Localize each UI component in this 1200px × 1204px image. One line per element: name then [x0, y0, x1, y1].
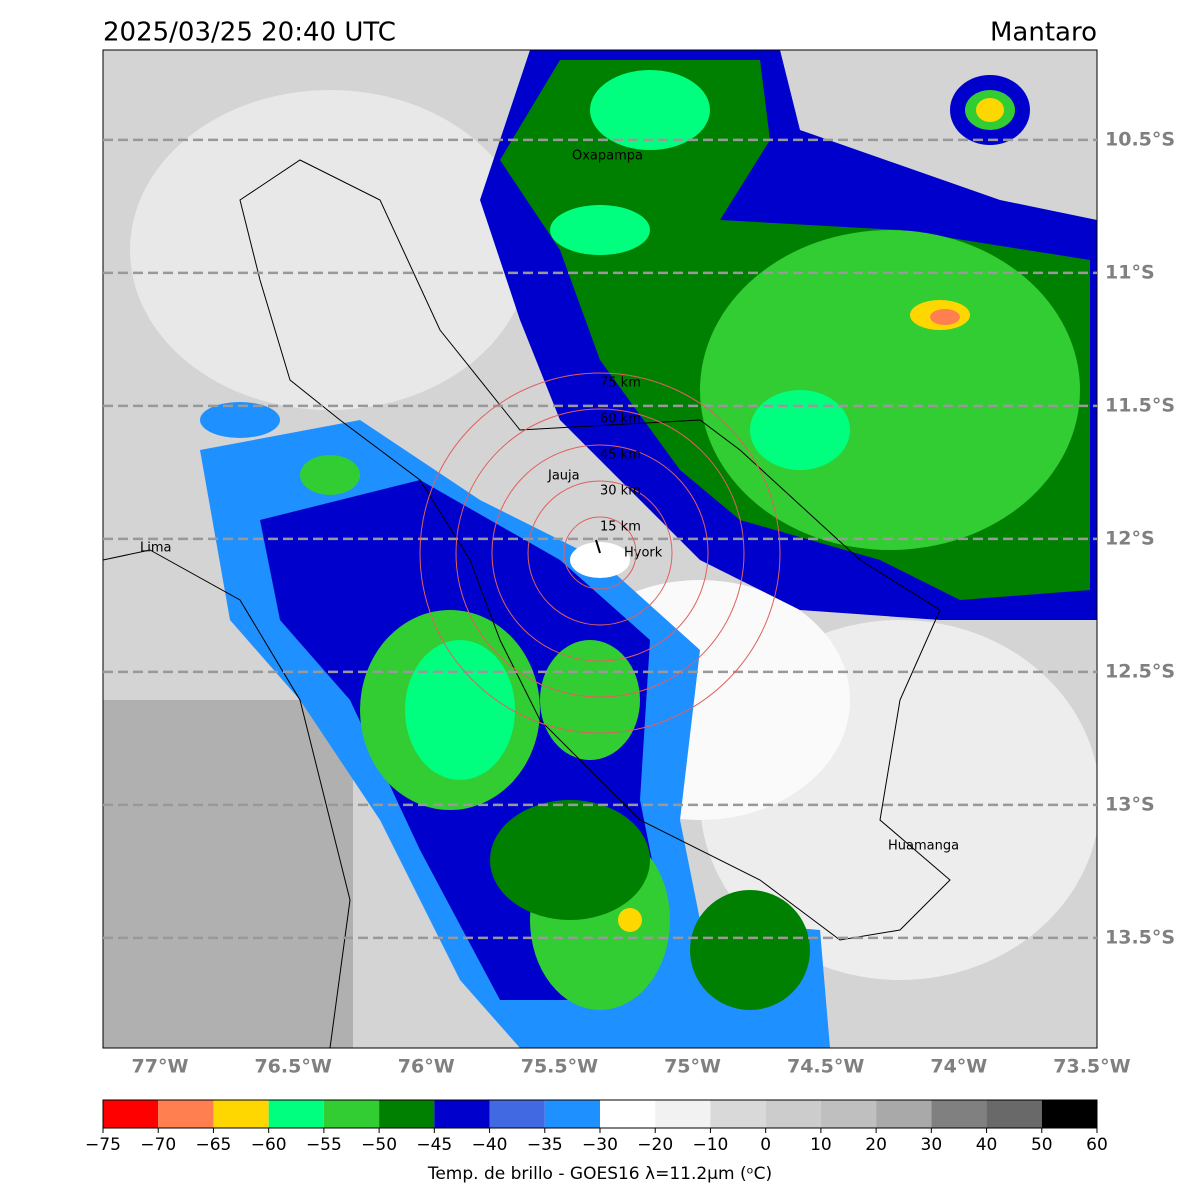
satellite-image — [103, 50, 1097, 1048]
x-tick-label: 75.5°W — [521, 1056, 598, 1078]
colorbar-tick-label: −65 — [195, 1135, 231, 1155]
colorbar-tick-label: −20 — [637, 1135, 673, 1155]
colorbar-label: Temp. de brillo - GOES16 λ=11.2μm (ᵒC) — [427, 1164, 772, 1184]
colorbar-segment — [931, 1100, 987, 1128]
range-ring — [455, 408, 745, 698]
colorbar-tick-label: 60 — [1086, 1135, 1108, 1155]
title: 2025/03/25 20:40 UTC — [103, 18, 396, 48]
place-label: Lima — [140, 541, 171, 556]
colorbar-segment — [986, 1100, 1042, 1128]
y-tick-label: 11.5°S — [1105, 394, 1175, 416]
colorbar-tick-label: 20 — [865, 1135, 887, 1155]
place-labels: Oxapampa Jauja Lima Hyork Huamanga — [140, 149, 959, 854]
colorbar-tick-label: −35 — [527, 1135, 563, 1155]
colorbar-segment — [489, 1100, 545, 1128]
y-tick-label: 11°S — [1105, 261, 1155, 283]
colorbar-segment — [876, 1100, 932, 1128]
colorbar-segment — [103, 1100, 159, 1128]
place-label: Hyork — [624, 546, 663, 561]
x-tick-label: 73.5°W — [1053, 1056, 1130, 1078]
ring-label: 45 km — [600, 448, 641, 463]
colorbar-segment — [158, 1100, 214, 1128]
colorbar-tick-label: −40 — [472, 1135, 508, 1155]
colorbar-segment — [820, 1100, 877, 1128]
region: Mantaro — [990, 18, 1097, 48]
colorbar-segment — [600, 1100, 656, 1128]
y-tick-label: 13.5°S — [1105, 926, 1175, 948]
colorbar-tick-label: −75 — [85, 1135, 121, 1155]
place-label: Jauja — [547, 469, 580, 484]
colorbar-segment — [379, 1100, 435, 1128]
colorbar-tick-label: 10 — [810, 1135, 832, 1155]
colorbar-tick-label: −50 — [361, 1135, 397, 1155]
colorbar-tick-label: −60 — [251, 1135, 287, 1155]
colorbar-tick-label: 40 — [976, 1135, 998, 1155]
y-tick-label: 12°S — [1105, 527, 1155, 549]
colorbar-tick-label: −45 — [416, 1135, 452, 1155]
colorbar-tick-label: −30 — [582, 1135, 618, 1155]
colorbar-tick-label: 50 — [1031, 1135, 1053, 1155]
x-tick-label: 74.5°W — [787, 1056, 864, 1078]
range-ring — [491, 444, 709, 662]
place-label: Huamanga — [888, 839, 959, 854]
colorbar-tick-label: −55 — [306, 1135, 342, 1155]
range-ring — [419, 372, 781, 734]
colorbar-segment — [213, 1100, 269, 1128]
colorbar-segment — [1041, 1100, 1097, 1128]
y-tick-label: 12.5°S — [1105, 660, 1175, 682]
ring-label: 30 km — [600, 484, 641, 499]
site-marker — [595, 539, 601, 554]
colorbar-segment — [268, 1100, 324, 1128]
ring-label: 15 km — [600, 520, 641, 535]
x-tick-label: 74°W — [930, 1056, 987, 1078]
x-tick-label: 76.5°W — [254, 1056, 331, 1078]
colorbar-segment — [544, 1100, 600, 1128]
colorbar-tick-label: −10 — [692, 1135, 728, 1155]
y-tick-label: 10.5°S — [1105, 128, 1175, 150]
colorbar-segment — [710, 1100, 766, 1128]
ring-label: 60 km — [600, 412, 641, 427]
place-label: Oxapampa — [572, 149, 643, 164]
ring-label: 75 km — [600, 376, 641, 391]
x-tick-label: 77°W — [132, 1056, 189, 1078]
y-tick-label: 13°S — [1105, 793, 1155, 815]
colorbar-segment — [434, 1100, 490, 1128]
colorbar-segment — [765, 1100, 821, 1128]
colorbar-tick-label: −70 — [140, 1135, 176, 1155]
range-ring — [563, 516, 637, 590]
range-ring — [527, 480, 673, 626]
x-tick-label: 75°W — [664, 1056, 721, 1078]
x-tick-label: 76°W — [398, 1056, 455, 1078]
colorbar-tick-label: 0 — [760, 1135, 771, 1155]
colorbar-tick-label: 30 — [921, 1135, 943, 1155]
map-frame — [102, 49, 1098, 1049]
colorbar-segment — [323, 1100, 380, 1128]
colorbar-segment — [655, 1100, 711, 1128]
